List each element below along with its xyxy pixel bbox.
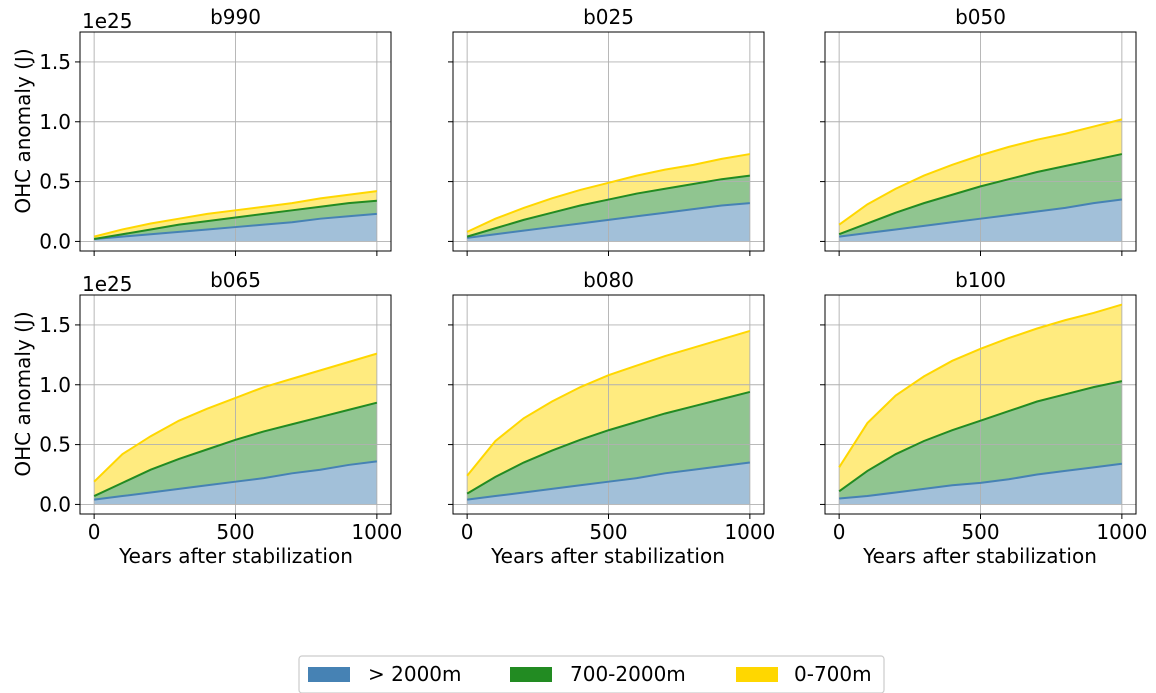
exponent-label-top: 1e25 [82, 9, 132, 33]
x-axis-label-3: Years after stabilization [862, 544, 1097, 568]
legend-label-mid: 700-2000m [570, 662, 686, 686]
line-0-700m-b080 [466, 329, 751, 477]
panel-title-b050: b050 [955, 5, 1006, 29]
legend-swatch-upper [736, 667, 778, 682]
panel-b050: b050 [820, 5, 1137, 256]
x-tick-label-1000: 1000 [1096, 520, 1147, 544]
panels: 0.0 0.5 1.0 1.5 b990 b025 b050 0 500 1000 0.0 0.5 1.… [39, 5, 1147, 544]
x-axis-label-1: Years after stabilization [118, 544, 353, 568]
y-axis-label-top: OHC anomaly (J) [11, 48, 35, 213]
line-700-2000m-b080 [466, 390, 751, 495]
x-axis-label-2: Years after stabilization [490, 544, 725, 568]
x-tick-label-500: 500 [216, 520, 254, 544]
line-700-2000m-b100 [838, 380, 1123, 493]
line-2000m-b025 [467, 202, 750, 239]
line-700-2000m-b065 [93, 401, 378, 497]
x-tick-label-0: 0 [833, 520, 846, 544]
legend-swatch-mid [510, 667, 552, 682]
y-tick-label-0: 0.0 [39, 492, 71, 516]
line-2000m-b990 [94, 212, 377, 241]
line-2000m-b100 [839, 462, 1122, 500]
line-700-2000m-b050 [838, 153, 1123, 236]
y-tick-label-1-5: 1.5 [39, 50, 71, 74]
legend-frame [298, 655, 885, 693]
line-2000m-b050 [839, 198, 1122, 238]
line-0-700m-b050 [838, 118, 1123, 226]
x-tick-label-500: 500 [589, 520, 627, 544]
legend-label-deep: > 2000m [368, 662, 462, 686]
y-tick-label-0: 0.0 [39, 229, 71, 253]
legend-label-upper: 0-700m [794, 662, 872, 686]
y-tick-label-1: 1.0 [39, 373, 71, 397]
x-tick-label-1000: 1000 [351, 520, 402, 544]
panel-b990: 0.0 0.5 1.0 1.5 b990 [39, 5, 392, 256]
line-0-700m-b025 [466, 153, 751, 233]
legend-swatch-deep [308, 667, 350, 682]
x-tick-label-1000: 1000 [724, 520, 775, 544]
line-0-700m-b990 [93, 190, 377, 238]
y-tick-label-0-5: 0.5 [39, 170, 71, 194]
line-2000m-b080 [467, 461, 750, 501]
line-700-2000m-b990 [93, 199, 377, 241]
line-0-700m-b065 [93, 352, 378, 483]
panel-b025: b025 [448, 5, 765, 256]
panel-b065: 0 500 1000 0.0 0.5 1.0 1.5 b065 [39, 268, 402, 544]
x-tick-label-0: 0 [461, 520, 474, 544]
panel-title-b080: b080 [583, 268, 634, 292]
y-tick-label-0-5: 0.5 [39, 433, 71, 457]
panel-b080: 0 500 1000 b080 [448, 268, 775, 544]
line-2000m-b065 [94, 460, 377, 501]
panel-title-b065: b065 [210, 268, 261, 292]
panel-title-b990: b990 [210, 5, 261, 29]
legend: > 2000m 700-2000m 0-700m [298, 655, 885, 693]
line-0-700m-b100 [838, 303, 1123, 468]
panel-title-b025: b025 [583, 5, 634, 29]
y-axis-label-bottom: OHC anomaly (J) [11, 311, 35, 476]
panel-b100: 0 500 1000 b100 [820, 268, 1147, 544]
panel-title-b100: b100 [955, 268, 1006, 292]
line-700-2000m-b025 [466, 174, 750, 238]
y-tick-label-1: 1.0 [39, 110, 71, 134]
x-tick-label-500: 500 [961, 520, 999, 544]
y-tick-label-1-5: 1.5 [39, 313, 71, 337]
exponent-label-bottom: 1e25 [82, 272, 132, 296]
x-tick-label-0: 0 [88, 520, 101, 544]
